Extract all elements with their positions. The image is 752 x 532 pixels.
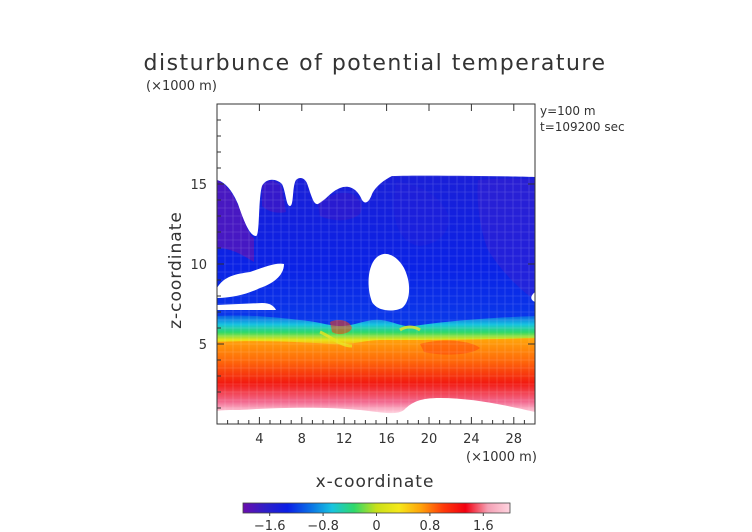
annotation-y: y=100 m (540, 104, 596, 118)
x-unit-label: (×1000 m) (466, 450, 537, 465)
colorbar-tick-label: 1.6 (473, 519, 494, 532)
y-tick-label: 5 (199, 338, 207, 353)
y-unit-label: (×1000 m) (146, 79, 217, 94)
x-tick-label: 28 (506, 432, 523, 447)
red-eddy-1 (330, 320, 352, 335)
fine-grid (217, 104, 535, 424)
upper-cold-layer (217, 175, 535, 330)
colorbar-gradient (242, 502, 511, 514)
colorbar-tick-label: 0.8 (420, 519, 441, 532)
plot-area (217, 104, 535, 424)
void-left (217, 263, 284, 298)
colorbar-tick-label: 0 (372, 519, 380, 532)
void-bubble (368, 253, 410, 311)
purple-region-left (217, 180, 254, 262)
annotation-t: t=109200 sec (540, 120, 625, 134)
chart-title: disturbunce of potential temperature (144, 51, 607, 76)
transition-layer (217, 315, 535, 346)
colorbar-tick-label: −0.8 (307, 519, 339, 532)
x-tick-label: 8 (298, 432, 306, 447)
void-gap (217, 303, 276, 310)
colorbar: −1.6 −0.8 0 0.8 1.6 (242, 502, 511, 532)
x-tick-label: 12 (336, 432, 353, 447)
x-tick-label: 16 (378, 432, 395, 447)
colorbar-ticks: −1.6 −0.8 0 0.8 1.6 (254, 513, 494, 532)
y-tick-label: 10 (190, 258, 207, 273)
x-tick-label: 24 (463, 432, 480, 447)
void-notch-right (531, 292, 535, 302)
x-tick-label: 20 (421, 432, 438, 447)
purple-region-mid (318, 192, 362, 221)
lower-warm-layer (217, 338, 535, 414)
yellow-strand (319, 330, 353, 348)
y-axis-label: z-coordinate (166, 211, 186, 329)
x-axis-label: x-coordinate (316, 472, 435, 492)
axis-ticks (217, 104, 535, 424)
purple-region-upper (262, 180, 286, 213)
red-eddy-2 (420, 340, 480, 355)
y-tick-label: 15 (190, 178, 207, 193)
colorbar-tick-label: −1.6 (254, 519, 286, 532)
purple-region-right (477, 178, 535, 300)
purple-region-center (393, 182, 449, 246)
yellow-strand-2 (399, 325, 421, 332)
x-tick-label: 4 (255, 432, 263, 447)
